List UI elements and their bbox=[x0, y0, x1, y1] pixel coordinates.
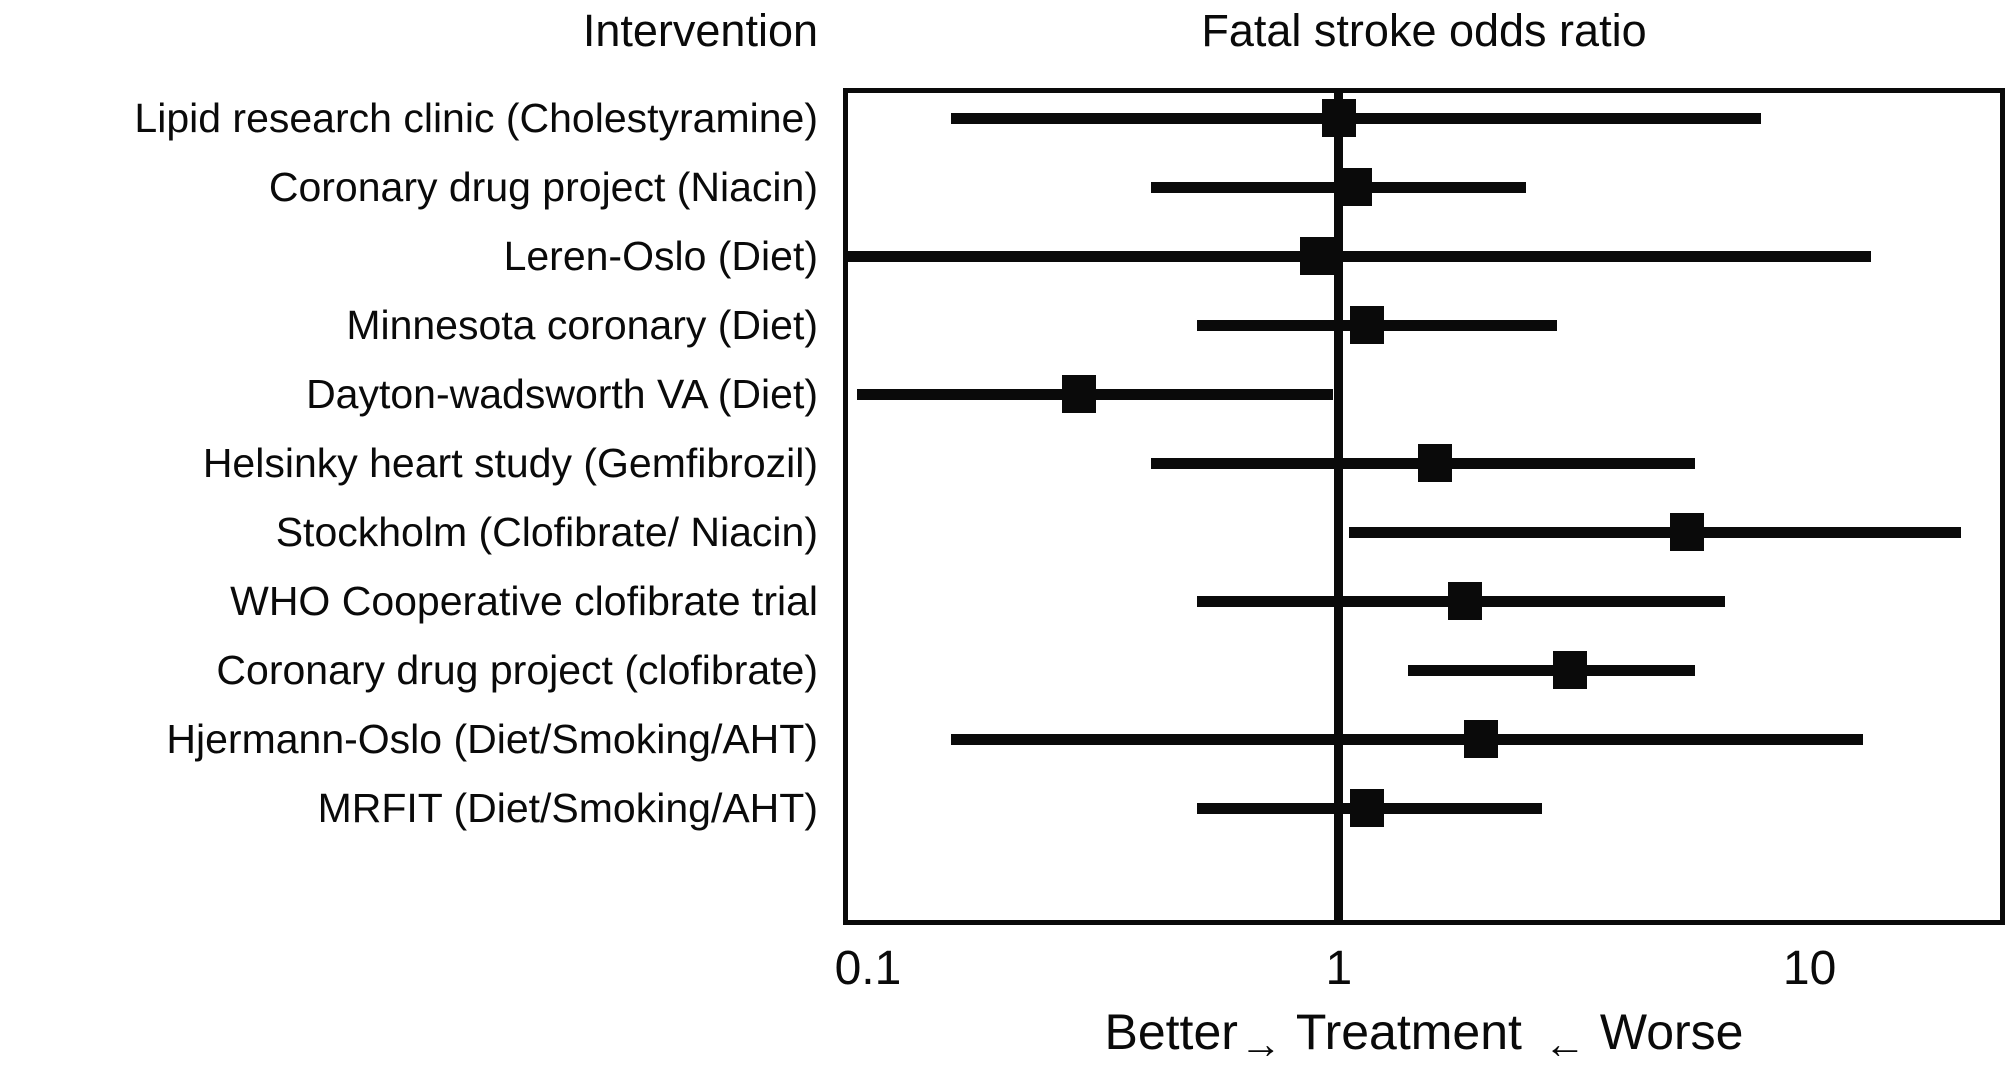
worse-label: Worse bbox=[1599, 1004, 1744, 1060]
or-marker bbox=[1061, 375, 1096, 413]
or-marker bbox=[1670, 513, 1705, 551]
study-label: Dayton-wadsworth VA (Diet) bbox=[306, 370, 818, 417]
ci-line bbox=[950, 733, 1864, 745]
ci-line bbox=[950, 112, 1762, 124]
study-label: Leren-Oslo (Diet) bbox=[503, 232, 818, 279]
study-label: WHO Cooperative clofibrate trial bbox=[230, 577, 818, 624]
x-axis-label: Better→ Treatment ← Worse bbox=[843, 1002, 2005, 1067]
or-marker bbox=[1321, 99, 1356, 137]
column-header-intervention: Intervention bbox=[582, 5, 818, 56]
chart-title-fatal-stroke-odds-ratio: Fatal stroke odds ratio bbox=[1201, 5, 1647, 56]
or-marker bbox=[1337, 168, 1372, 206]
plot-frame bbox=[843, 88, 2005, 925]
study-label: Helsinky heart study (Gemfibrozil) bbox=[202, 439, 818, 486]
study-label: Coronary drug project (Niacin) bbox=[268, 163, 818, 210]
or-marker bbox=[1350, 306, 1385, 344]
or-marker bbox=[1553, 651, 1588, 689]
better-label: Better bbox=[1104, 1004, 1238, 1060]
x-tick-label: 10 bbox=[1782, 942, 1837, 995]
study-label: Stockholm (Clofibrate/ Niacin) bbox=[275, 508, 818, 555]
arrow-left-icon: ← bbox=[1543, 1020, 1586, 1067]
study-label: Coronary drug project (clofibrate) bbox=[216, 646, 818, 693]
study-label: Minnesota coronary (Diet) bbox=[346, 301, 818, 348]
ci-line bbox=[1348, 526, 1962, 538]
study-label: Lipid research clinic (Cholestyramine) bbox=[134, 94, 818, 141]
or-marker bbox=[1463, 720, 1498, 758]
reference-line-or-1 bbox=[1334, 88, 1344, 925]
or-marker bbox=[1447, 582, 1482, 620]
or-marker bbox=[1417, 444, 1452, 482]
study-label: Hjermann-Oslo (Diet/Smoking/AHT) bbox=[166, 715, 818, 762]
ci-line bbox=[846, 250, 1871, 262]
arrow-right-icon: → bbox=[1239, 1020, 1282, 1067]
x-tick-label: 1 bbox=[1325, 942, 1353, 995]
or-marker bbox=[1300, 237, 1335, 275]
x-tick-label: 0.1 bbox=[834, 942, 902, 995]
study-label: MRFIT (Diet/Smoking/AHT) bbox=[317, 784, 818, 831]
ci-line bbox=[1407, 664, 1695, 676]
treatment-label: Treatment bbox=[1295, 1004, 1522, 1060]
or-marker bbox=[1350, 789, 1385, 827]
